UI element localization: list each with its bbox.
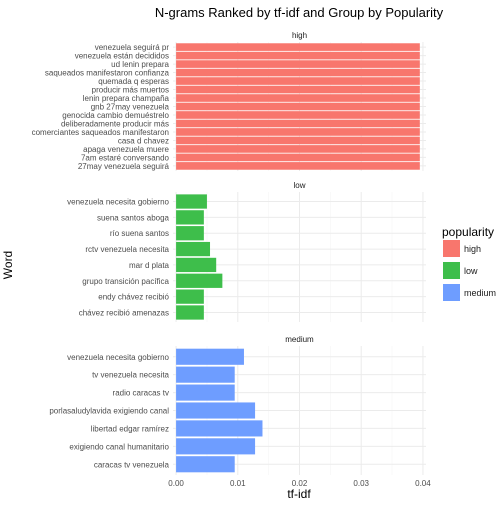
- bar: [176, 85, 420, 94]
- legend: popularity high low medium: [442, 225, 496, 301]
- bar: [176, 305, 204, 320]
- bar: [176, 420, 263, 437]
- bar: [176, 102, 420, 111]
- legend-swatch: [443, 262, 460, 279]
- x-tick-label: 0.03: [353, 479, 369, 488]
- bar: [176, 153, 420, 162]
- y-tick-label: apaga venezuela muere: [83, 145, 169, 154]
- x-tick-label: 0.04: [415, 479, 431, 488]
- bar: [176, 60, 420, 68]
- bar: [176, 162, 420, 170]
- y-tick-label: quemada q esperas: [98, 77, 169, 86]
- bar: [176, 289, 204, 304]
- bar: [176, 43, 420, 51]
- y-axis-label: Word: [1, 251, 15, 279]
- bar: [176, 456, 235, 473]
- bar: [176, 210, 204, 225]
- legend-swatch: [443, 284, 460, 301]
- y-tick-label: venezuela están decididos: [75, 52, 169, 61]
- x-axis: 0.00 0.01 0.02 0.03 0.04: [168, 479, 431, 488]
- y-tick-label: endy chávez recibió: [98, 293, 169, 302]
- bar: [176, 257, 217, 273]
- legend-label: low: [464, 266, 478, 276]
- y-tick-label: porlasaludylavida exigiendo canal: [49, 407, 169, 416]
- y-tick-label: saqueados manifestaron confianza: [45, 69, 170, 78]
- y-tick-label: tv venezuela necesita: [92, 371, 169, 380]
- bar: [176, 77, 420, 85]
- y-tick-label: chávez recibió amenazas: [79, 308, 169, 317]
- y-tick-label: producir más muertos: [92, 86, 169, 95]
- y-tick-label: rctv venezuela necesita: [85, 245, 169, 254]
- bar: [176, 194, 207, 209]
- y-tick-label: 7am estaré conversando: [81, 153, 170, 162]
- legend-label: medium: [464, 288, 496, 298]
- y-tick-label: venezuela necesita gobierno: [67, 353, 169, 362]
- y-tick-label: 27may venezuela seguirá: [78, 162, 170, 171]
- strip-label: high: [292, 31, 307, 40]
- bar: [176, 128, 420, 136]
- y-tick-label: río suena santos: [110, 229, 169, 238]
- bar: [176, 366, 235, 383]
- facet-panel-medium: medium venezuela necesita gobierno tv vene…: [49, 335, 426, 475]
- y-tick-label: comerciantes saqueados manifestaron: [32, 128, 169, 137]
- strip-label: low: [293, 181, 305, 190]
- y-tick-label: genocida cambio demuéstrelo: [62, 111, 169, 120]
- x-tick-label: 0.01: [230, 479, 246, 488]
- legend-title: popularity: [442, 225, 494, 239]
- bar: [176, 273, 223, 288]
- bar: [176, 241, 211, 257]
- x-tick-label: 0.00: [168, 479, 184, 488]
- y-tick-label: casa d chavez: [118, 136, 169, 145]
- bar: [176, 68, 420, 77]
- y-tick-label: lenin prepara champaña: [83, 94, 170, 103]
- bar: [176, 402, 256, 419]
- x-tick-label: 0.02: [292, 479, 308, 488]
- chart-title: N-grams Ranked by tf-idf and Group by Po…: [155, 5, 444, 20]
- bar: [176, 226, 204, 241]
- y-tick-label: gnb 27may venezuela: [91, 103, 170, 112]
- x-axis-label: tf-idf: [287, 487, 311, 501]
- y-tick-label: exigiendo canal humanitario: [69, 442, 169, 451]
- legend-label: high: [464, 244, 481, 254]
- bar: [176, 111, 420, 119]
- facet-panel-low: low venezuela necesita gobierno suena sant…: [67, 181, 426, 322]
- y-tick-label: venezuela necesita gobierno: [67, 198, 169, 207]
- strip-label: medium: [285, 335, 314, 344]
- bar: [176, 145, 420, 153]
- y-tick-label: caracas tv venezuela: [94, 460, 170, 469]
- bar: [176, 384, 235, 401]
- y-tick-label: suena santos aboga: [97, 213, 170, 222]
- y-tick-label: deliberadamente producir más: [61, 119, 169, 128]
- y-tick-label: libertad edgar ramírez: [91, 424, 169, 433]
- y-tick-label: radio caracas tv: [113, 389, 169, 398]
- bar: [176, 136, 420, 145]
- legend-swatch: [443, 240, 460, 257]
- y-tick-label: venezuela seguirá pr: [95, 43, 170, 52]
- bar: [176, 51, 420, 60]
- y-tick-label: ud lenin prepara: [111, 60, 169, 69]
- bar: [176, 348, 244, 365]
- bar: [176, 94, 420, 102]
- bar: [176, 438, 256, 455]
- y-tick-label: grupo transición pacífica: [82, 277, 169, 286]
- bar: [176, 119, 420, 128]
- y-tick-label: mar d plata: [129, 261, 170, 270]
